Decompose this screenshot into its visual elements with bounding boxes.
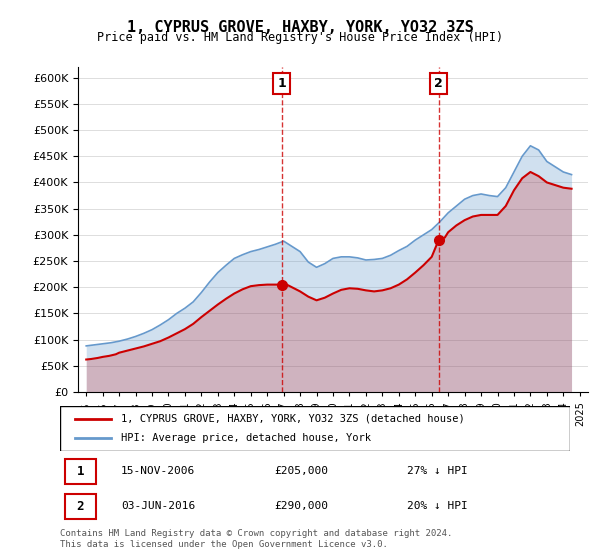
Text: HPI: Average price, detached house, York: HPI: Average price, detached house, York [121,433,371,444]
FancyBboxPatch shape [65,459,96,484]
Text: Contains HM Land Registry data © Crown copyright and database right 2024.
This d: Contains HM Land Registry data © Crown c… [60,529,452,549]
Text: 03-JUN-2016: 03-JUN-2016 [121,501,196,511]
Text: 2: 2 [77,500,84,512]
Text: 1, CYPRUS GROVE, HAXBY, YORK, YO32 3ZS (detached house): 1, CYPRUS GROVE, HAXBY, YORK, YO32 3ZS (… [121,413,465,423]
Text: Price paid vs. HM Land Registry's House Price Index (HPI): Price paid vs. HM Land Registry's House … [97,31,503,44]
Text: 1: 1 [277,77,286,90]
FancyBboxPatch shape [60,406,570,451]
FancyBboxPatch shape [65,493,96,519]
Text: 20% ↓ HPI: 20% ↓ HPI [407,501,467,511]
Text: £205,000: £205,000 [274,466,328,476]
Text: £290,000: £290,000 [274,501,328,511]
Text: 1: 1 [77,465,84,478]
Text: 27% ↓ HPI: 27% ↓ HPI [407,466,467,476]
Text: 2: 2 [434,77,443,90]
Text: 1, CYPRUS GROVE, HAXBY, YORK, YO32 3ZS: 1, CYPRUS GROVE, HAXBY, YORK, YO32 3ZS [127,20,473,35]
Text: 15-NOV-2006: 15-NOV-2006 [121,466,196,476]
